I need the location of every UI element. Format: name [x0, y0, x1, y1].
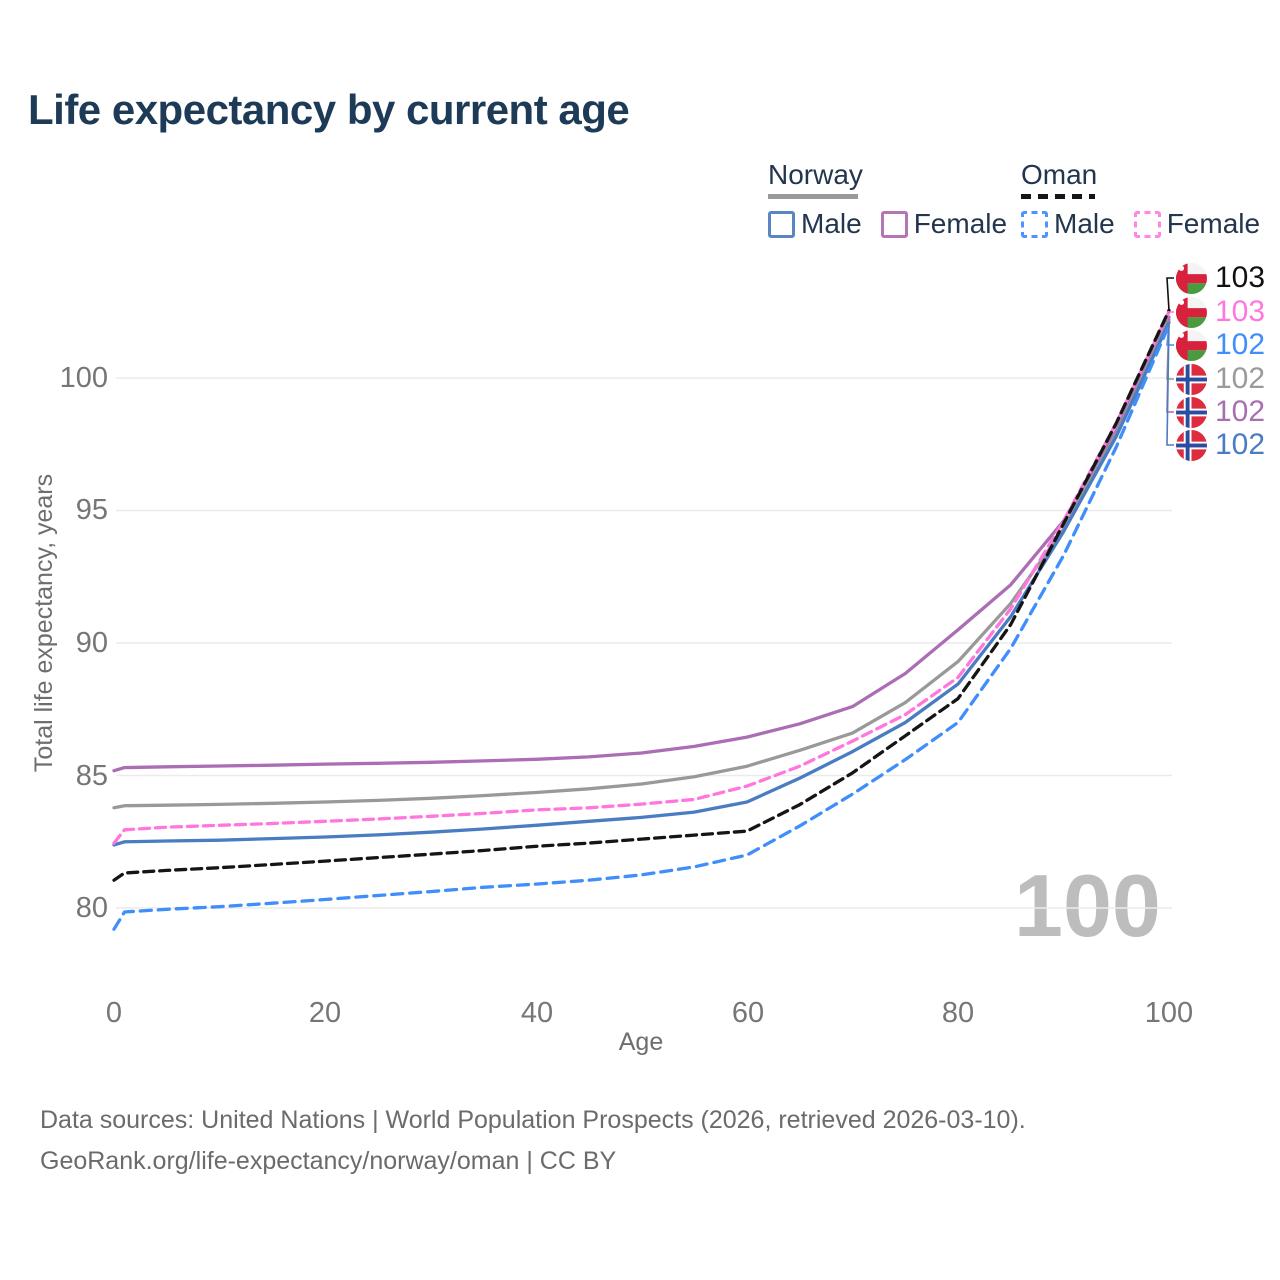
norway-flag-icon [1176, 363, 1207, 395]
norway-flag-icon [1176, 429, 1207, 461]
legend-country-label: Oman [1021, 159, 1098, 190]
end-label-oman-total: 103 [1176, 262, 1265, 294]
x-tick-80: 80 [941, 997, 975, 1029]
attribution-text: GeoRank.org/life-expectancy/norway/oman … [40, 1147, 617, 1175]
y-tick-85: 85 [75, 760, 108, 792]
legend-group-oman: Oman Male Female [1021, 160, 1260, 240]
oman-flag-icon [1176, 296, 1207, 328]
legend-country-label: Norway [768, 159, 863, 190]
oman_total-line[interactable] [112, 308, 1171, 882]
age-watermark: 100 [1014, 856, 1161, 955]
legend-country-oman[interactable]: Oman [1021, 160, 1260, 199]
x-axis-title: Age [618, 1028, 664, 1056]
legend-item-label: Male [801, 208, 862, 239]
x-tick-20: 20 [308, 997, 342, 1029]
legend-item-oman-female[interactable]: Female [1133, 208, 1261, 240]
y-tick-100: 100 [59, 362, 108, 394]
oman-flag-icon [1176, 262, 1207, 294]
norway-solid-line-swatch [768, 194, 858, 199]
end-label-value: 103 [1215, 261, 1266, 294]
end-label-value: 102 [1215, 428, 1266, 461]
leader-line [1166, 277, 1174, 311]
end-label-norway-male: 102 [1176, 429, 1265, 461]
leader-line [1166, 322, 1174, 446]
legend-item-label: Female [1166, 208, 1261, 239]
legend-item-oman-male[interactable]: Male [1021, 208, 1115, 240]
end-label-norway-female: 102 [1176, 396, 1265, 428]
legend-item-label: Male [1054, 208, 1115, 239]
end-label-oman-male: 102 [1176, 329, 1265, 361]
norway_female-line[interactable] [112, 315, 1171, 773]
data-sources-text: Data sources: United Nations | World Pop… [40, 1106, 1026, 1134]
oman-female-checkbox[interactable] [1133, 210, 1161, 238]
norway_total-line[interactable] [112, 318, 1171, 810]
oman-dashed-line-swatch [1021, 194, 1095, 199]
oman-flag-icon [1176, 329, 1207, 361]
norway-female-checkbox[interactable] [880, 210, 908, 238]
x-tick-100: 100 [1144, 997, 1194, 1029]
norway-male-checkbox[interactable] [768, 210, 795, 238]
oman_female-line[interactable] [112, 310, 1171, 845]
end-label-value: 102 [1215, 328, 1266, 361]
end-label-value: 102 [1215, 362, 1266, 395]
legend-item-label: Female [913, 208, 1008, 239]
norway_male-line[interactable] [112, 320, 1171, 847]
y-tick-90: 90 [75, 627, 108, 659]
y-tick-80: 80 [75, 892, 108, 924]
oman_male-line[interactable] [112, 323, 1171, 931]
x-tick-40: 40 [520, 997, 554, 1029]
legend-item-norway-male[interactable]: Male [768, 208, 862, 240]
legend-group-norway: Norway Male Female [768, 160, 1007, 240]
page-title: Life expectancy by current age [28, 86, 630, 133]
x-tick-60: 60 [731, 997, 765, 1029]
end-label-value: 102 [1215, 395, 1266, 428]
legend-item-norway-female[interactable]: Female [880, 208, 1008, 240]
y-tick-95: 95 [75, 494, 108, 526]
oman-male-checkbox[interactable] [1021, 210, 1048, 238]
end-label-value: 103 [1215, 295, 1266, 328]
norway-flag-icon [1176, 396, 1207, 428]
end-label-norway-total: 102 [1176, 363, 1265, 395]
legend-country-norway[interactable]: Norway [768, 160, 1007, 199]
x-tick-0: 0 [105, 997, 123, 1029]
end-label-oman-female: 103 [1176, 296, 1265, 328]
